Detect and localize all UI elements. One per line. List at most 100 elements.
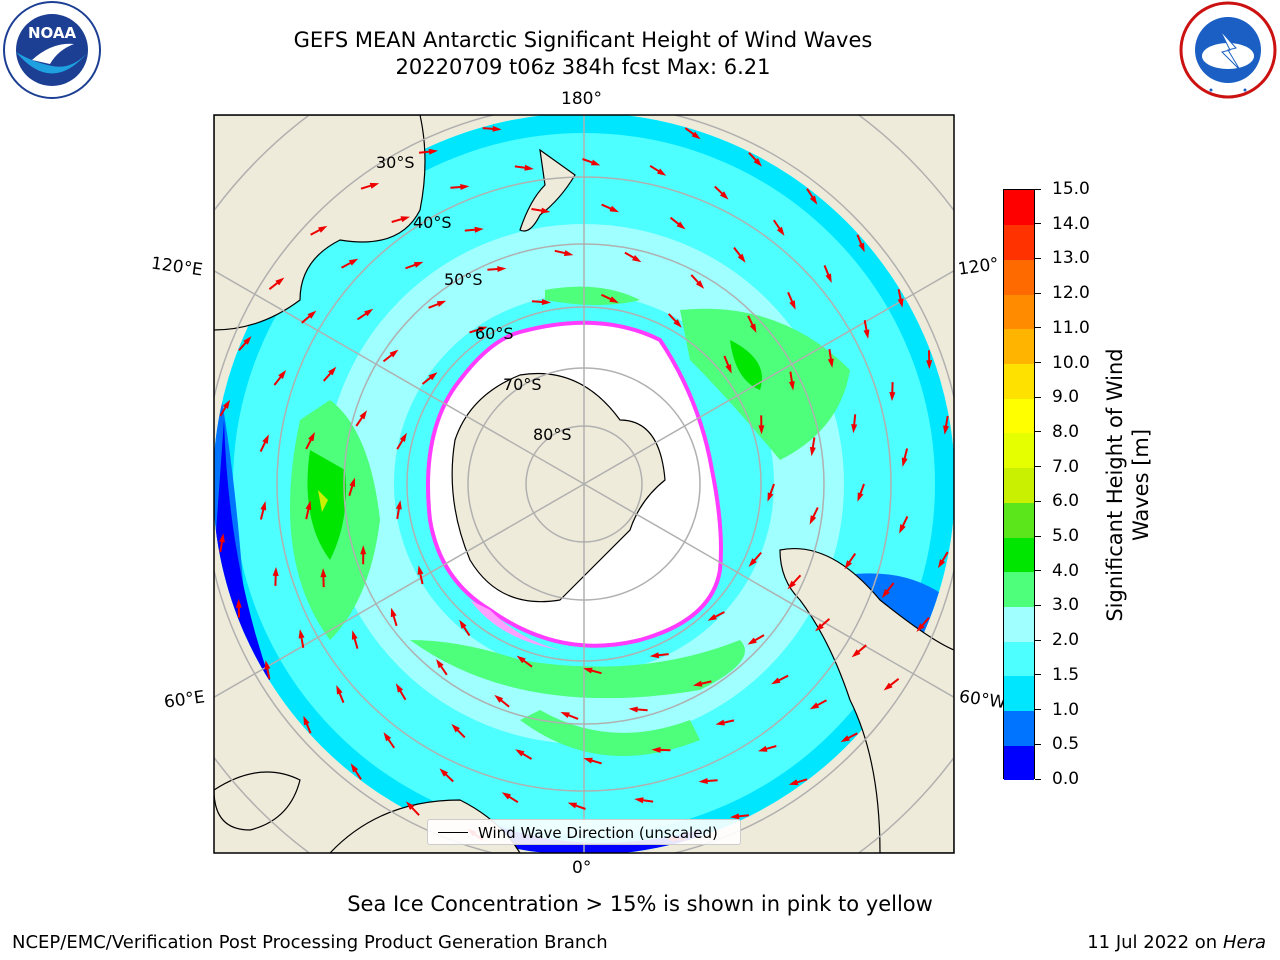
wave-direction-arrowhead — [881, 589, 890, 598]
colorbar-segment — [1004, 398, 1034, 434]
wave-direction-arrowhead — [567, 802, 578, 809]
colorbar-segment — [1004, 328, 1034, 365]
colorbar-tick-mark — [1035, 500, 1041, 502]
wave-direction-arrowhead — [632, 255, 642, 263]
wave-direction-arrowhead — [809, 195, 818, 205]
colorbar-tick-mark — [1035, 223, 1041, 225]
wave-direction-arrowhead — [771, 677, 781, 685]
wave-direction-arrowhead — [360, 545, 367, 555]
colorbar-tick-mark — [1035, 396, 1041, 398]
colorbar-tick-mark — [1035, 743, 1041, 745]
wave-direction-arrowhead — [474, 226, 484, 233]
colorbar-segment — [1004, 710, 1034, 746]
wave-direction-arrowhead — [413, 261, 424, 268]
chart-title: GEFS MEAN Antarctic Significant Height o… — [293, 28, 873, 52]
wave-direction-arrowhead — [389, 349, 399, 358]
wave-direction-arrowhead — [351, 630, 358, 640]
wave-direction-arrowhead — [417, 565, 424, 575]
wave-direction-arrowhead — [560, 712, 570, 718]
footer-producer: NCEP/EMC/Verification Post Processing Pr… — [12, 932, 608, 953]
lon-label-180: 180° — [561, 89, 602, 109]
wave-direction-arrowhead — [787, 580, 796, 590]
wave-direction-arrowhead — [350, 763, 359, 773]
colorbar-tick-mark — [1035, 535, 1041, 537]
wave-direction-arrowhead — [815, 623, 824, 632]
wave-direction-arrowhead — [460, 184, 470, 190]
wave-direction-arrowhead — [278, 370, 287, 379]
wave-direction-arrowhead — [541, 299, 551, 305]
noaa-logo-icon: NOAA — [3, 1, 101, 99]
colorbar-tick-mark — [1035, 257, 1041, 259]
wave-direction-arrowhead — [364, 308, 374, 317]
wave-direction-arrowhead — [825, 273, 832, 283]
map-legend: Wind Wave Direction (unscaled) — [427, 819, 741, 845]
colorbar-title: Significant Height of Wind Waves [m] — [1102, 348, 1154, 621]
wave-direction-arrowhead — [349, 477, 356, 487]
wave-direction-arrowhead — [336, 685, 343, 695]
colorbar-segment — [1004, 641, 1034, 677]
wave-band-green-south2 — [520, 710, 700, 756]
colorbar-tick-label: 2.0 — [1052, 630, 1080, 651]
colorbar-tick-label: 9.0 — [1052, 387, 1080, 408]
wave-direction-arrowhead — [395, 683, 404, 693]
wave-direction-arrowhead — [737, 253, 746, 263]
colorbar-tick-label: 11.0 — [1052, 317, 1090, 338]
colorbar-tick-label: 1.5 — [1052, 664, 1080, 685]
wave-direction-arrowhead — [235, 598, 242, 608]
wave-direction-arrowhead — [328, 366, 337, 376]
wave-direction-arrowhead — [857, 492, 864, 502]
wave-direction-arrowhead — [851, 424, 858, 434]
wave-direction-arrowhead — [583, 667, 593, 674]
wave-max-spot — [318, 490, 328, 512]
wave-direction-arrowhead — [715, 719, 725, 726]
colorbar-tick-mark — [1035, 292, 1041, 294]
colorbar-tick-label: 0.5 — [1052, 734, 1080, 755]
wave-direction-arrowhead — [497, 266, 507, 272]
wave-direction-arrowhead — [707, 614, 717, 621]
wave-direction-arrowhead — [262, 434, 269, 444]
colorbar-tick-mark — [1035, 604, 1041, 606]
wave-direction-arrowhead — [303, 715, 310, 726]
wave-direction-arrowhead — [809, 515, 817, 525]
colorbar-tick-label: 6.0 — [1052, 491, 1080, 512]
wave-direction-arrowhead — [222, 399, 230, 409]
map-frame — [213, 114, 955, 854]
colorbar-tick-label: 1.0 — [1052, 699, 1080, 720]
wave-direction-arrowhead — [494, 694, 504, 703]
sea-ice-note: Sea Ice Concentration > 15% is shown in … — [347, 892, 933, 916]
wave-direction-arrowhead — [383, 732, 392, 742]
colorbar-tick-mark — [1035, 327, 1041, 329]
wave-direction-arrowhead — [916, 623, 925, 632]
wave-direction-arrowhead — [516, 655, 526, 664]
colorbar-segment — [1004, 432, 1034, 469]
colorbar-tick-label: 7.0 — [1052, 456, 1080, 477]
lat-label-70s: 70°S — [503, 375, 542, 394]
wave-direction-arrowhead — [406, 801, 415, 810]
wave-direction-arrowhead — [308, 432, 315, 442]
wave-direction-arrowhead — [858, 242, 865, 253]
sea-ice-edge-west — [470, 600, 560, 650]
wave-direction-arrowhead — [260, 501, 267, 511]
wave-direction-arrowhead — [691, 131, 701, 140]
wave-direction-arrowhead — [698, 778, 708, 784]
wave-direction-arrowhead — [436, 659, 444, 669]
wave-direction-arrowhead — [348, 258, 359, 266]
colorbar-tick-label: 14.0 — [1052, 213, 1090, 234]
footer-date-text: 11 Jul 2022 on — [1087, 932, 1223, 953]
wave-direction-arrowhead — [897, 298, 904, 308]
lat-label-30s: 30°S — [376, 153, 415, 172]
wave-direction-arrowhead — [399, 432, 407, 442]
wave-direction-arrowhead — [609, 296, 619, 303]
colorbar-segment — [1004, 675, 1034, 712]
wave-direction-arrowhead — [634, 797, 644, 804]
wave-direction-arrowhead — [758, 425, 765, 435]
colorbar-tick-mark — [1035, 674, 1041, 676]
wave-direction-arrowhead — [840, 735, 850, 743]
colorbar-segment — [1004, 294, 1034, 330]
colorbar-segment — [1004, 363, 1034, 399]
wave-direction-arrowhead — [298, 629, 305, 639]
wave-direction-arrowhead — [889, 392, 896, 402]
colorbar-segment — [1004, 467, 1034, 503]
wind-wave-arrows — [219, 125, 949, 843]
wave-band-strong-east — [730, 340, 762, 390]
